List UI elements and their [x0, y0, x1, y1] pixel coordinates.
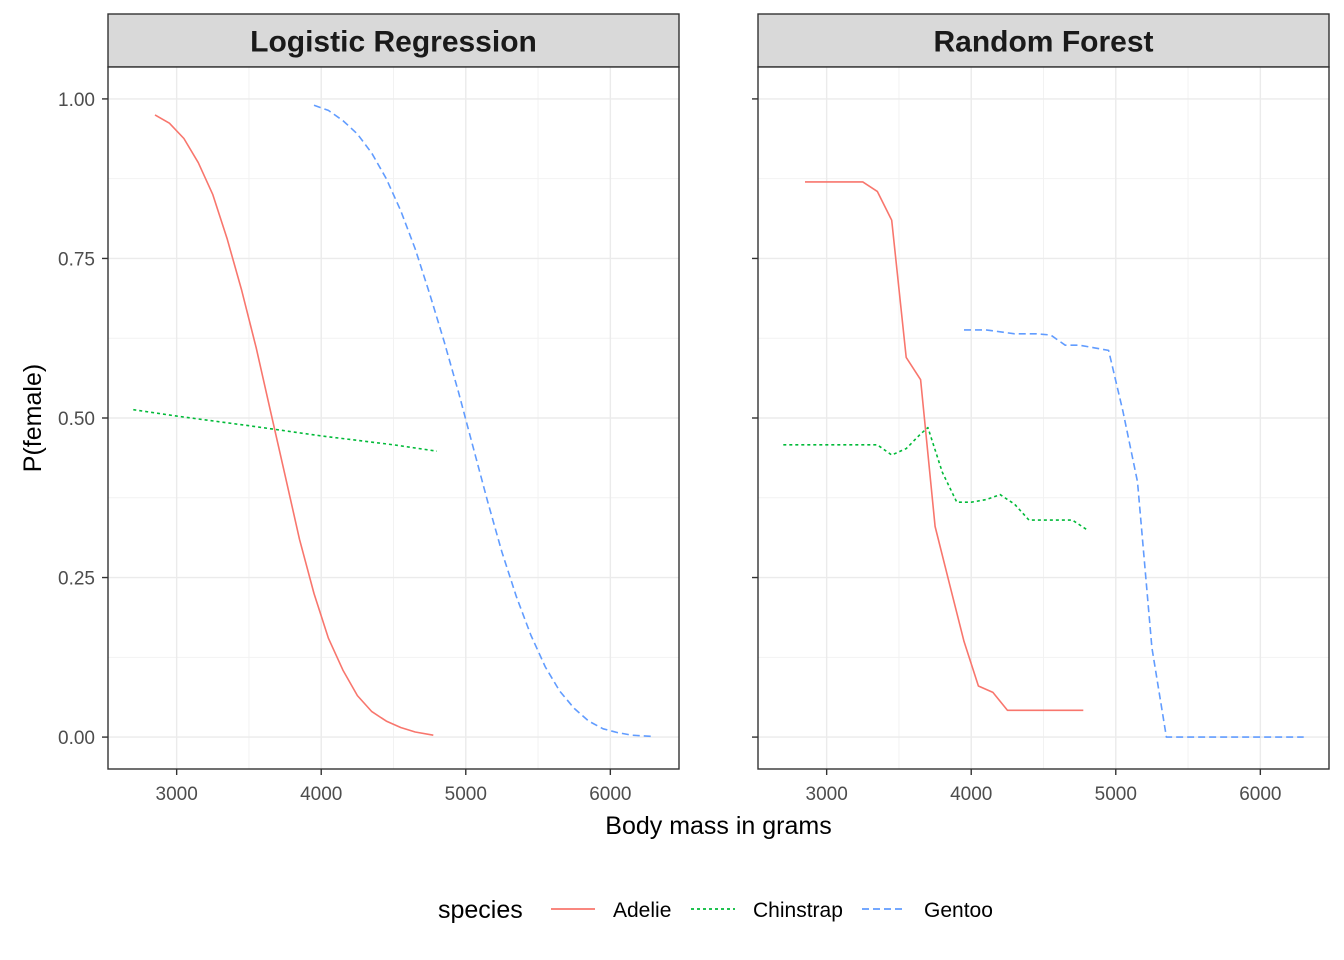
series-line-chinstrap-0	[133, 408, 438, 452]
x-tick-label-1-2: 5000	[1095, 784, 1137, 805]
x-axis-title: Body mass in grams	[605, 812, 831, 840]
x-tick-label-0-0: 3000	[156, 784, 198, 805]
y-tick-label-1: 0.25	[58, 569, 95, 590]
x-tick-label-0-3: 6000	[589, 784, 631, 805]
facet-title-0: Logistic Regression	[250, 26, 537, 59]
series-line-chinstrap-1	[783, 426, 1088, 531]
y-tick-label-4: 1.00	[58, 90, 95, 111]
y-tick-label-2: 0.50	[58, 409, 95, 430]
x-tick-label-0-2: 5000	[445, 784, 487, 805]
series-line-gentoo-1	[964, 329, 1304, 738]
facet-title-1: Random Forest	[933, 26, 1153, 59]
facet-strip-0	[107, 13, 680, 68]
legend-label-chinstrap: Chinstrap	[753, 899, 843, 922]
y-axis-title: P(female)	[19, 364, 47, 472]
x-tick-label-1-0: 3000	[806, 784, 848, 805]
series-line-gentoo-0	[313, 104, 654, 738]
legend-title: species	[438, 896, 523, 924]
series-line-adelie-0	[154, 114, 434, 736]
x-tick-label-0-1: 4000	[300, 784, 342, 805]
facet-strip-1	[757, 13, 1330, 68]
y-tick-label-3: 0.75	[58, 249, 95, 270]
series-line-adelie-1	[805, 181, 1084, 712]
x-tick-label-1-1: 4000	[950, 784, 992, 805]
x-tick-label-1-3: 6000	[1239, 784, 1281, 805]
legend-label-adelie: Adelie	[613, 899, 671, 922]
y-tick-label-0: 0.00	[58, 728, 95, 749]
legend-label-gentoo: Gentoo	[924, 899, 993, 922]
